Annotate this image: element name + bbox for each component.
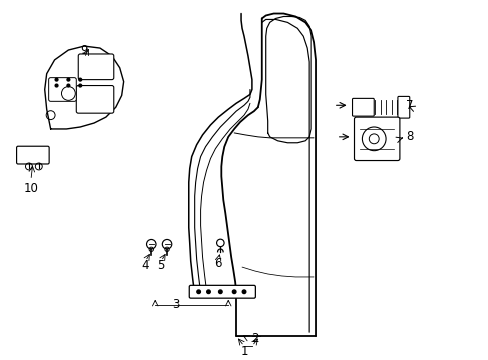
Text: 3: 3 (172, 298, 179, 311)
FancyBboxPatch shape (17, 146, 49, 164)
Text: 7: 7 (405, 99, 413, 112)
FancyBboxPatch shape (78, 54, 114, 80)
Text: 2: 2 (251, 332, 258, 345)
Circle shape (79, 84, 81, 87)
Text: 5: 5 (157, 258, 164, 271)
FancyBboxPatch shape (189, 285, 255, 298)
Text: 10: 10 (23, 182, 38, 195)
Text: 6: 6 (214, 257, 222, 270)
Circle shape (218, 290, 222, 293)
FancyBboxPatch shape (397, 96, 409, 118)
Text: 1: 1 (240, 346, 247, 359)
FancyBboxPatch shape (48, 78, 76, 101)
Text: 8: 8 (405, 130, 413, 143)
Text: 4: 4 (142, 258, 149, 271)
FancyBboxPatch shape (76, 86, 114, 113)
Circle shape (55, 78, 58, 81)
FancyBboxPatch shape (352, 98, 373, 116)
Circle shape (79, 78, 81, 81)
Circle shape (67, 84, 70, 87)
Circle shape (67, 78, 70, 81)
Circle shape (242, 290, 245, 293)
Circle shape (55, 84, 58, 87)
Text: 9: 9 (80, 44, 88, 57)
Circle shape (206, 290, 210, 293)
Circle shape (197, 290, 200, 293)
FancyBboxPatch shape (354, 117, 399, 161)
Circle shape (232, 290, 235, 293)
